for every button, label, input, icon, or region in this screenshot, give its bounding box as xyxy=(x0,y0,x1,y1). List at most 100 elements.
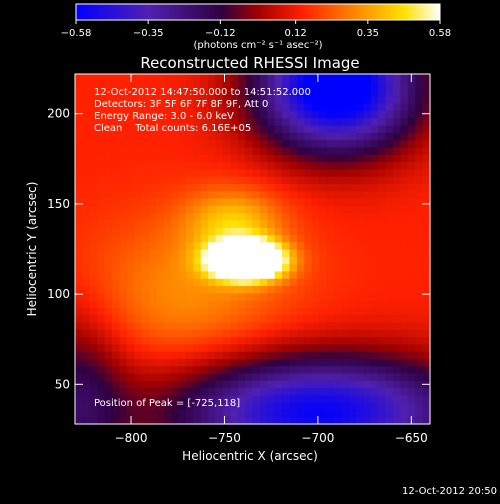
heatmap-cell xyxy=(141,343,150,352)
heatmap-cell xyxy=(333,212,342,221)
heatmap-cell xyxy=(422,183,431,192)
heatmap-cell xyxy=(230,95,239,104)
heatmap-cell xyxy=(237,416,246,425)
heatmap-cell xyxy=(215,249,224,257)
heatmap-cell xyxy=(178,241,187,250)
heatmap-cell xyxy=(289,132,298,141)
heatmap-cell xyxy=(104,190,113,199)
heatmap-cell xyxy=(119,146,128,155)
heatmap-cell xyxy=(230,409,239,418)
heatmap-cell xyxy=(141,139,150,148)
heatmap-cell xyxy=(370,278,379,287)
heatmap-cell xyxy=(148,146,157,155)
heatmap-cell xyxy=(400,416,409,425)
heatmap-cell xyxy=(163,292,172,301)
heatmap-cell xyxy=(200,314,209,323)
heatmap-cell xyxy=(415,372,424,381)
heatmap-cell xyxy=(200,219,209,228)
heatmap-cell xyxy=(363,314,372,323)
heatmap-cell xyxy=(141,227,150,236)
heatmap-cell xyxy=(230,321,239,330)
heatmap-cell xyxy=(208,88,217,97)
heatmap-cell xyxy=(178,234,187,243)
heatmap-cell xyxy=(134,176,143,184)
heatmap-cell xyxy=(193,402,202,411)
heatmap-cell xyxy=(400,95,409,104)
heatmap-cell xyxy=(267,103,276,112)
heatmap-cell xyxy=(141,212,150,221)
heatmap-cell xyxy=(274,197,283,206)
heatmap-cell xyxy=(104,95,113,104)
heatmap-cell xyxy=(171,125,180,133)
heatmap-cell xyxy=(289,394,298,403)
heatmap-cell xyxy=(296,329,305,338)
heatmap-cell xyxy=(363,219,372,228)
heatmap-cell xyxy=(104,358,113,367)
heatmap-cell xyxy=(134,227,143,236)
heatmap-cell xyxy=(134,387,143,396)
heatmap-cell xyxy=(222,394,231,403)
heatmap-cell xyxy=(171,307,180,316)
heatmap-cell xyxy=(282,241,291,250)
heatmap-cell xyxy=(208,380,217,389)
y-tick-label: 50 xyxy=(55,377,70,391)
heatmap-cell xyxy=(237,139,246,148)
heatmap-cell xyxy=(82,336,91,345)
heatmap-cell xyxy=(341,402,350,411)
heatmap-cell xyxy=(200,139,209,148)
heatmap-cell xyxy=(311,146,320,155)
heatmap-cell xyxy=(163,74,172,82)
heatmap-cell xyxy=(171,387,180,396)
heatmap-cell xyxy=(319,365,328,374)
heatmap-cell xyxy=(326,205,335,214)
heatmap-cell xyxy=(267,372,276,381)
heatmap-cell xyxy=(111,117,120,126)
heatmap-cell xyxy=(296,416,305,425)
heatmap-cell xyxy=(400,365,409,374)
heatmap-cell xyxy=(407,125,416,133)
heatmap-cell xyxy=(111,205,120,214)
heatmap-cell xyxy=(356,88,365,97)
heatmap-cell xyxy=(267,176,276,184)
heatmap-cell xyxy=(97,81,106,90)
heatmap-cell xyxy=(363,139,372,148)
heatmap-cell xyxy=(75,183,83,192)
heatmap-cell xyxy=(422,95,431,104)
heatmap-cell xyxy=(156,387,165,396)
heatmap-cell xyxy=(178,146,187,155)
heatmap-cell xyxy=(185,227,194,236)
heatmap-cell xyxy=(200,321,209,330)
heatmap-cell xyxy=(163,329,172,338)
heatmap-cell xyxy=(82,168,91,177)
heatmap-cell xyxy=(356,387,365,396)
heatmap-cell xyxy=(363,212,372,221)
heatmap-cell xyxy=(245,219,254,228)
heatmap-cell xyxy=(422,372,431,381)
heatmap-cell xyxy=(237,285,246,294)
heatmap-cell xyxy=(237,74,246,82)
heatmap-cell xyxy=(393,117,402,126)
heatmap-cell xyxy=(148,117,157,126)
heatmap-cell xyxy=(104,270,113,279)
heatmap-cell xyxy=(259,263,268,272)
heatmap-cell xyxy=(119,154,128,163)
heatmap-cell xyxy=(215,241,224,250)
heatmap-cell xyxy=(245,197,254,206)
heatmap-cell xyxy=(89,270,98,279)
heatmap-cell xyxy=(267,256,276,265)
heatmap-cell xyxy=(104,402,113,411)
heatmap-cell xyxy=(319,241,328,250)
heatmap-cell xyxy=(237,343,246,352)
heatmap-cell xyxy=(363,387,372,396)
heatmap-cell xyxy=(215,74,224,82)
heatmap-cell xyxy=(148,103,157,112)
heatmap-cell xyxy=(185,146,194,155)
heatmap-cell xyxy=(126,285,135,294)
heatmap-cell xyxy=(422,270,431,279)
heatmap-cell xyxy=(326,365,335,374)
heatmap-cell xyxy=(82,212,91,221)
heatmap-cell xyxy=(126,394,135,403)
heatmap-cell xyxy=(178,190,187,199)
heatmap-cell xyxy=(326,380,335,389)
heatmap-cell xyxy=(141,117,150,126)
